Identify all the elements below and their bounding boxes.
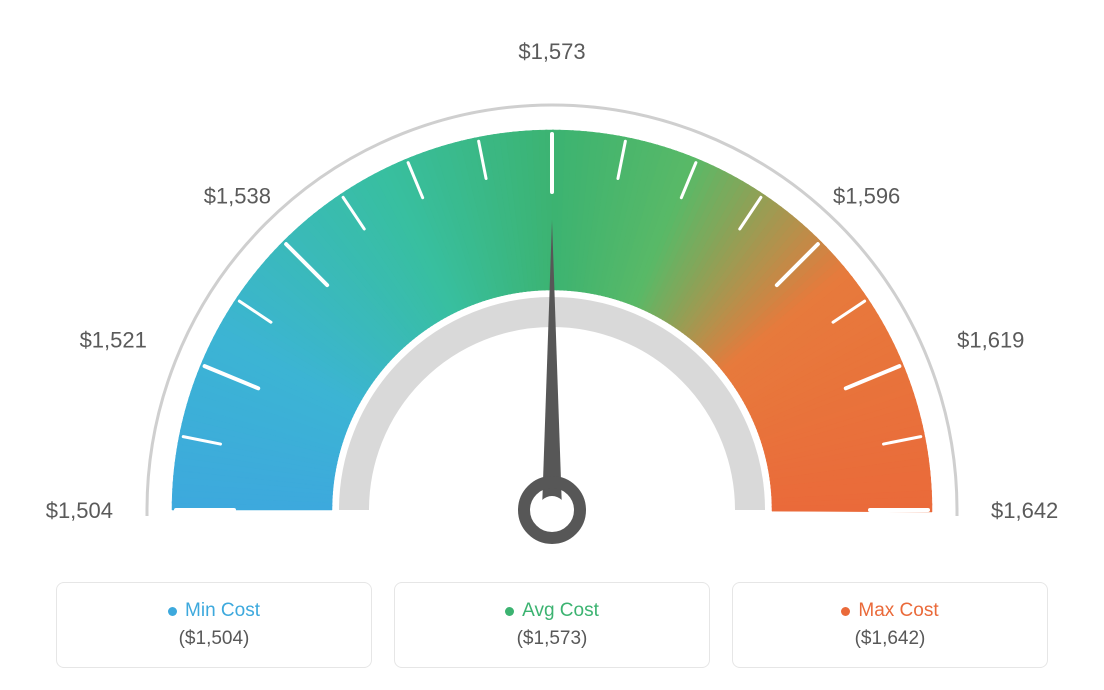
scale-label: $1,504 <box>46 498 113 523</box>
gauge-area: $1,504 $1,521 $1,538 $1,573 $1,596 $1,619 $1,6… <box>0 20 1104 560</box>
scale-label: $1,619 <box>957 328 1024 353</box>
legend-value-avg: ($1,573) <box>517 628 588 650</box>
legend-label-text: Min Cost <box>185 600 260 622</box>
scale-label: $1,596 <box>833 183 900 208</box>
scale-label: $1,521 <box>80 328 147 353</box>
legend-value-max: ($1,642) <box>855 628 926 650</box>
dot-icon <box>168 607 177 616</box>
legend-label-min: Min Cost <box>168 600 260 622</box>
chart-container: $1,504 $1,521 $1,538 $1,573 $1,596 $1,619 $1,6… <box>0 0 1104 690</box>
scale-label: $1,538 <box>204 183 271 208</box>
legend-label-text: Avg Cost <box>522 600 599 622</box>
legend-label-max: Max Cost <box>841 600 938 622</box>
dot-icon <box>841 607 850 616</box>
legend-label-avg: Avg Cost <box>505 600 599 622</box>
scale-label: $1,573 <box>518 39 585 64</box>
legend-card-avg: Avg Cost ($1,573) <box>394 582 710 668</box>
legend-card-max: Max Cost ($1,642) <box>732 582 1048 668</box>
gauge-svg: $1,504 $1,521 $1,538 $1,573 $1,596 $1,619 $1,6… <box>0 20 1104 560</box>
legend-card-min: Min Cost ($1,504) <box>56 582 372 668</box>
scale-label: $1,642 <box>991 498 1058 523</box>
legend-row: Min Cost ($1,504) Avg Cost ($1,573) Max … <box>0 582 1104 668</box>
legend-value-min: ($1,504) <box>179 628 250 650</box>
dot-icon <box>505 607 514 616</box>
legend-label-text: Max Cost <box>858 600 938 622</box>
